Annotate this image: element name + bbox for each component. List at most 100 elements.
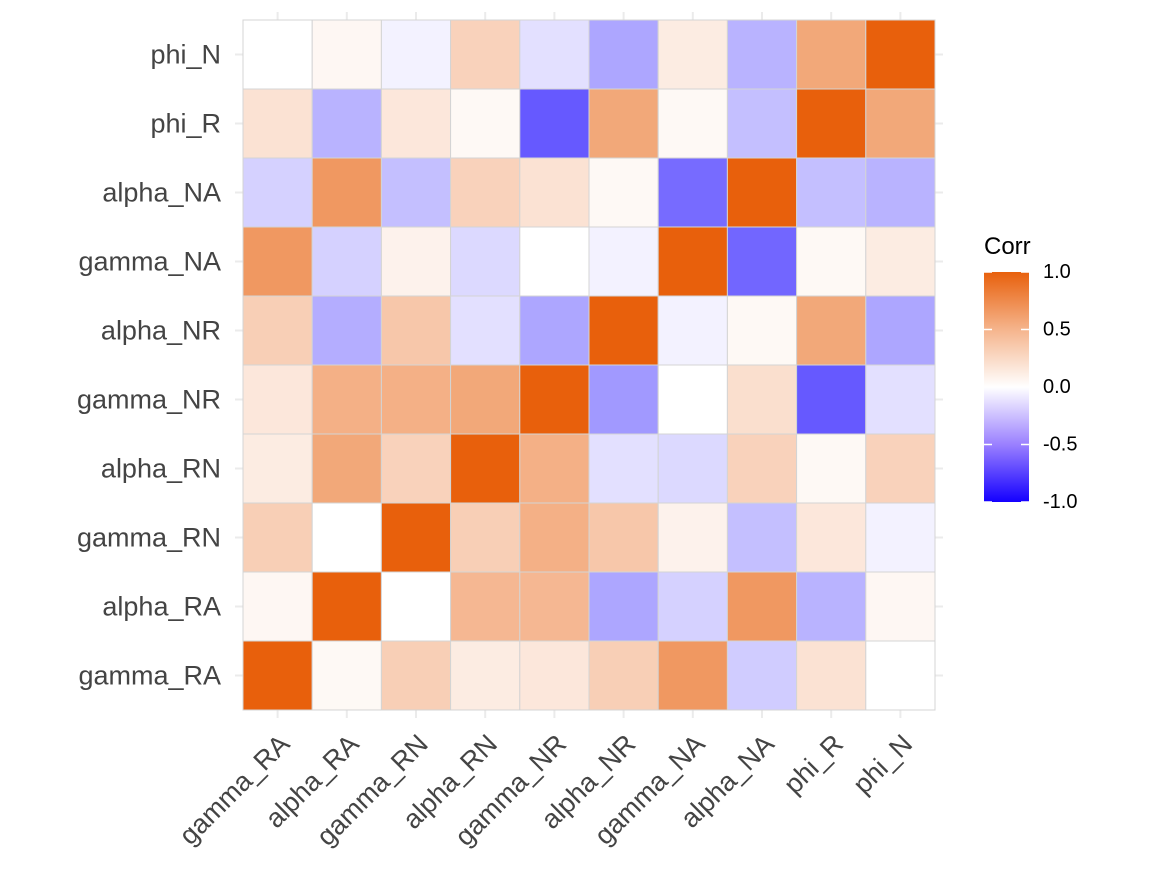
heatmap-cell-alpha_NR-alpha_NA — [726, 295, 798, 366]
heatmap-cell-alpha_RA-alpha_RA — [311, 571, 382, 642]
heatmap-cell-alpha_NA-phi_N — [865, 157, 936, 228]
heatmap-cell-gamma_NR-alpha_RN — [450, 364, 521, 435]
heatmap-cell-gamma_RN-gamma_RA — [242, 502, 313, 573]
legend-tick-label: -0.5 — [1043, 434, 1077, 456]
heatmap-cell-phi_R-gamma_NA — [657, 88, 728, 159]
heatmap-cell-gamma_RN-gamma_NA — [657, 502, 728, 573]
heatmap-cell-alpha_NA-gamma_NR — [519, 157, 590, 228]
heatmap-cell-phi_R-phi_R — [796, 88, 867, 159]
heatmap-cell-alpha_NA-alpha_RA — [311, 157, 382, 228]
legend-tick-label: 0.5 — [1043, 319, 1071, 341]
heatmap-cell-alpha_NA-alpha_NA — [726, 157, 798, 228]
heatmap-cell-alpha_NR-gamma_NA — [657, 295, 728, 366]
heatmap-cell-gamma_RA-phi_R — [796, 640, 867, 711]
heatmap-cell-gamma_RN-alpha_RA — [311, 502, 382, 573]
heatmap-cell-gamma_RA-alpha_RA — [311, 640, 382, 711]
heatmap-cell-alpha_NR-gamma_RN — [380, 295, 452, 366]
heatmap-cell-phi_R-phi_N — [865, 88, 936, 159]
heatmap-cell-phi_N-alpha_NR — [588, 19, 659, 90]
heatmap-cell-alpha_RA-gamma_NR — [519, 571, 590, 642]
heatmap-cell-gamma_NA-gamma_NA — [657, 226, 728, 297]
heatmap-cell-gamma_NR-gamma_RA — [242, 364, 313, 435]
heatmap-cell-alpha_NR-alpha_RA — [311, 295, 382, 366]
heatmap-cell-gamma_RA-alpha_RN — [450, 640, 521, 711]
legend-tick-label: -1.0 — [1043, 491, 1077, 513]
heatmap-cell-alpha_NA-gamma_NA — [657, 157, 728, 228]
y-tick-label: alpha_RN — [101, 454, 221, 484]
heatmap-cell-gamma_RN-alpha_RN — [450, 502, 521, 573]
heatmap-cell-gamma_NA-alpha_NA — [726, 226, 798, 297]
y-tick-label: alpha_NA — [102, 178, 221, 208]
x-axis-tick-labels: gamma_RAalpha_RAgamma_RNalpha_RNgamma_NR… — [173, 729, 918, 852]
y-tick-label: alpha_RA — [102, 592, 221, 622]
heatmap-cell-alpha_RA-gamma_RA — [242, 571, 313, 642]
heatmap-cell-alpha_NR-phi_R — [796, 295, 867, 366]
x-tick-label: phi_R — [778, 729, 849, 800]
heatmap-cell-gamma_NA-alpha_NR — [588, 226, 659, 297]
y-tick-label: gamma_NA — [78, 247, 221, 277]
heatmap-cell-gamma_RN-phi_R — [796, 502, 867, 573]
x-tick-label: phi_N — [847, 729, 918, 800]
y-tick-label: gamma_NR — [77, 385, 221, 415]
heatmap-cell-gamma_NR-phi_N — [865, 364, 936, 435]
legend-tick-label: 1.0 — [1043, 261, 1071, 283]
heatmap-cell-gamma_RA-alpha_NR — [588, 640, 659, 711]
heatmap-cell-alpha_RN-alpha_RA — [311, 433, 382, 504]
legend-title: Corr — [984, 233, 1031, 260]
heatmap-cell-gamma_RA-gamma_NR — [519, 640, 590, 711]
heatmap-cell-alpha_RA-gamma_NA — [657, 571, 728, 642]
heatmap-cell-alpha_RN-alpha_NR — [588, 433, 659, 504]
heatmap-cell-phi_R-alpha_RA — [311, 88, 382, 159]
heatmap-cell-alpha_NA-phi_R — [796, 157, 867, 228]
heatmap-cell-alpha_NR-gamma_NR — [519, 295, 590, 366]
heatmap-cell-phi_N-phi_N — [865, 19, 936, 90]
heatmap-cell-alpha_NA-alpha_RN — [450, 157, 521, 228]
heatmap-cell-gamma_RN-phi_N — [865, 502, 936, 573]
heatmap-cell-gamma_NA-gamma_RN — [380, 226, 452, 297]
heatmap-cell-gamma_NR-alpha_RA — [311, 364, 382, 435]
legend-tick-label: 0.0 — [1043, 376, 1071, 398]
heatmap-cell-gamma_RA-phi_N — [865, 640, 936, 711]
heatmap-cell-gamma_NA-phi_R — [796, 226, 867, 297]
heatmap-cell-alpha_NR-gamma_RA — [242, 295, 313, 366]
heatmap-cell-gamma_RA-alpha_NA — [726, 640, 798, 711]
heatmap-cell-phi_N-phi_R — [796, 19, 867, 90]
heatmap-cell-alpha_RN-alpha_RN — [450, 433, 521, 504]
heatmap-cell-gamma_RA-gamma_RN — [380, 640, 452, 711]
heatmap-cell-gamma_RA-gamma_NA — [657, 640, 728, 711]
y-tick-label: gamma_RN — [77, 523, 221, 553]
heatmap-cell-alpha_RA-alpha_RN — [450, 571, 521, 642]
heatmap-cell-alpha_RA-phi_R — [796, 571, 867, 642]
heatmap-cell-phi_N-gamma_NR — [519, 19, 590, 90]
heatmap-cell-phi_N-alpha_RA — [311, 19, 382, 90]
heatmap-cell-phi_N-gamma_NA — [657, 19, 728, 90]
y-axis-tick-labels: gamma_RA alpha_RA gamma_RN alpha_RN gamma_NR… — [77, 40, 221, 691]
heatmap-cell-phi_R-gamma_RA — [242, 88, 313, 159]
heatmap-cell-gamma_NR-gamma_NA — [657, 364, 728, 435]
heatmap-cell-alpha_RN-alpha_NA — [726, 433, 798, 504]
heatmap-cell-gamma_RN-gamma_RN — [380, 502, 452, 573]
heatmap-cell-alpha_RN-gamma_NA — [657, 433, 728, 504]
heatmap-cell-alpha_RN-gamma_RN — [380, 433, 452, 504]
heatmap-cell-phi_N-alpha_RN — [450, 19, 521, 90]
heatmap-cell-gamma_NR-alpha_NA — [726, 364, 798, 435]
heatmap-cell-alpha_NR-phi_N — [865, 295, 936, 366]
heatmap-cell-gamma_RN-alpha_NA — [726, 502, 798, 573]
heatmap-cell-alpha_NA-gamma_RN — [380, 157, 452, 228]
heatmap-cell-alpha_NA-gamma_RA — [242, 157, 313, 228]
heatmap-cell-phi_R-alpha_RN — [450, 88, 521, 159]
heatmap-cell-gamma_RN-alpha_NR — [588, 502, 659, 573]
heatmap-cell-gamma_NA-gamma_NR — [519, 226, 590, 297]
heatmap-cell-gamma_NA-alpha_RN — [450, 226, 521, 297]
heatmap-cell-phi_R-gamma_NR — [519, 88, 590, 159]
heatmap-cell-alpha_RA-alpha_NR — [588, 571, 659, 642]
x-tick-label: gamma_RA — [173, 729, 295, 851]
heatmap-cell-gamma_NR-phi_R — [796, 364, 867, 435]
heatmap-cell-alpha_RN-phi_R — [796, 433, 867, 504]
heatmap-cell-phi_R-alpha_NA — [726, 88, 798, 159]
heatmap-cell-alpha_RA-phi_N — [865, 571, 936, 642]
heatmap-cell-gamma_NA-phi_N — [865, 226, 936, 297]
heatmap-cell-phi_N-gamma_RN — [380, 19, 452, 90]
